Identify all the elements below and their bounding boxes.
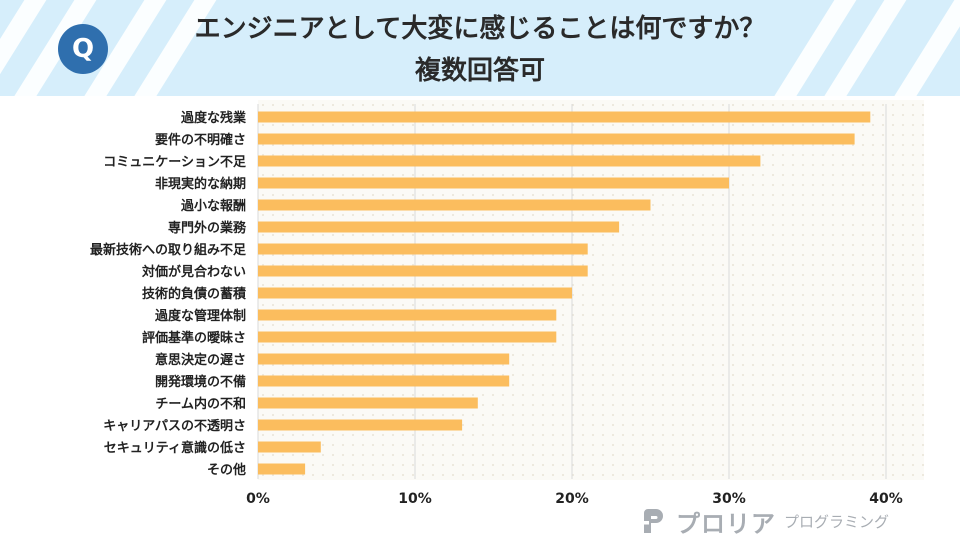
bar [258, 199, 651, 211]
bar [258, 265, 588, 277]
brand-logo: プロリア プログラミング [640, 504, 889, 538]
chart-subtitle: 複数回答可 [414, 56, 545, 86]
category-label: 過度な残業 [180, 110, 247, 126]
category-label: 評価基準の曖昧さ [142, 330, 246, 346]
bar [258, 287, 572, 299]
chart-title: エンジニアとして大変に感じることは何ですか？ [194, 14, 766, 44]
bar [258, 353, 510, 365]
x-tick-label: 40% [869, 491, 903, 506]
brand-mark-icon [640, 509, 663, 533]
bar [258, 243, 588, 255]
x-tick-label: 20% [555, 491, 589, 506]
bar [258, 331, 557, 343]
bar-chart: 0% 10% 20% 30% 40% 過度な残業要件の不明確さコミュニケーション不足非現実… [90, 104, 903, 506]
bar [258, 133, 855, 145]
bar [258, 419, 463, 431]
category-label: 技術的負債の蓄積 [142, 286, 247, 302]
category-label: 専門外の業務 [168, 220, 247, 236]
category-label: 過小な報酬 [180, 198, 246, 214]
bar [258, 375, 510, 387]
x-tick-label: 30% [712, 491, 746, 506]
question-badge-icon: Q [58, 24, 108, 74]
category-label: セキュリティ意識の低さ [104, 440, 246, 456]
category-label: チーム内の不和 [155, 396, 246, 412]
brand-subtitle: プログラミング [784, 512, 890, 531]
category-label: 開発環境の不備 [155, 374, 246, 390]
x-tick-label: 0% [246, 491, 270, 506]
category-label: 非現実的な納期 [155, 176, 246, 192]
header-banner: Q エンジニアとして大変に感じることは何ですか？ 複数回答可 [0, 0, 960, 96]
bar [258, 309, 557, 321]
category-label: 最新技術への取り組み不足 [90, 242, 247, 258]
category-label: 対価が見合わない [141, 264, 246, 280]
bar [258, 111, 871, 123]
category-label: 過度な管理体制 [154, 308, 246, 324]
x-tick-label: 10% [398, 491, 432, 506]
category-label: その他 [207, 462, 246, 478]
bar [258, 155, 761, 167]
bar [258, 397, 478, 409]
bar [258, 177, 729, 189]
bar [258, 463, 306, 475]
category-label: 要件の不明確さ [155, 132, 246, 148]
brand-name: プロリア [676, 509, 776, 538]
category-label: キャリアパスの不透明さ [103, 419, 246, 434]
category-label: コミュニケーション不足 [103, 155, 247, 170]
bar [258, 221, 620, 233]
category-label: 意思決定の遅さ [155, 352, 246, 368]
bar [258, 441, 321, 453]
